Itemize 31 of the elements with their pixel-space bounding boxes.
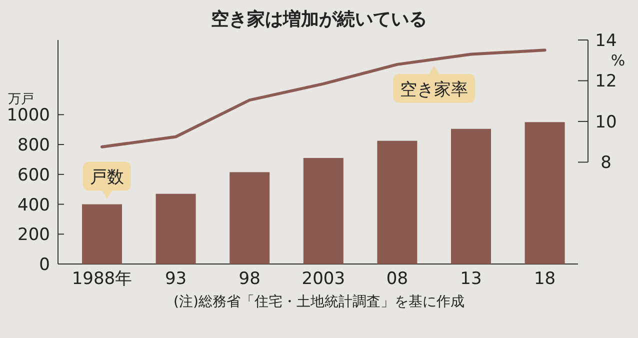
bar xyxy=(156,194,196,264)
x-tick-label: 08 xyxy=(386,269,408,289)
y-tick-label: 800 xyxy=(18,136,50,156)
bar xyxy=(377,140,418,264)
y2-tick-label: 8 xyxy=(600,153,612,174)
y-tick-label: 0 xyxy=(39,255,50,275)
y-axis-title: 万戸 xyxy=(8,92,34,107)
y-tick-label: 1000 xyxy=(6,106,50,126)
bar xyxy=(451,128,491,264)
x-tick-label: 98 xyxy=(238,269,260,289)
series-label: 空き家率 xyxy=(400,80,468,100)
y2-axis-title: % xyxy=(610,51,626,70)
x-tick-label: 1988年 xyxy=(72,269,132,289)
x-tick-label: 18 xyxy=(534,269,556,289)
y2-tick-label: 12 xyxy=(595,72,617,92)
y2-tick-label: 14 xyxy=(595,31,617,51)
y-tick-label: 600 xyxy=(18,165,50,186)
line-series xyxy=(100,48,546,148)
x-tick-label: 13 xyxy=(460,269,482,289)
bar xyxy=(82,204,122,264)
y-tick-label: 400 xyxy=(18,195,50,216)
text: (注)総務省「住宅・土地統計調査」を基に作成 xyxy=(174,294,464,310)
series-label: 戸数 xyxy=(90,168,124,188)
y-tick-label: 200 xyxy=(18,225,50,246)
x-tick-label: 2003 xyxy=(302,269,346,289)
bar xyxy=(303,158,344,264)
bar xyxy=(230,172,270,264)
y2-tick-label: 10 xyxy=(595,112,617,132)
chart-title: 空き家は増加が続いている xyxy=(211,8,427,30)
bar xyxy=(524,122,565,264)
x-tick-label: 93 xyxy=(164,269,187,289)
